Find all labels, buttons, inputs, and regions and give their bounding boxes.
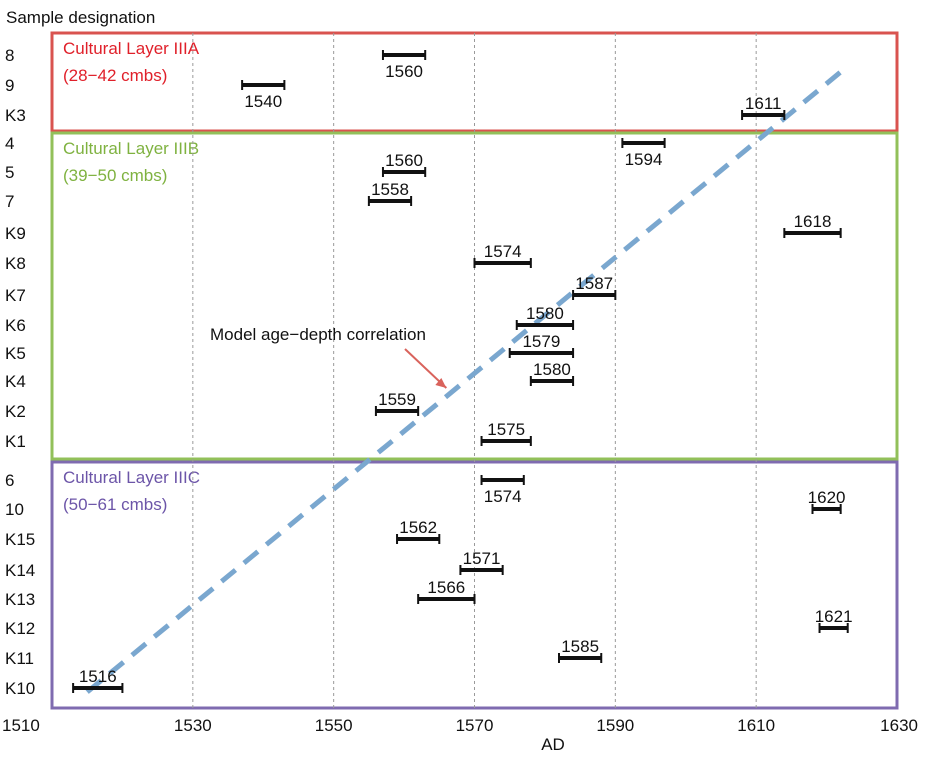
y-axis-title: Sample designation	[6, 8, 155, 27]
layer-depth-2: (39−50 cmbs)	[63, 166, 167, 185]
x-tick-1570: 1570	[456, 716, 494, 735]
trend-arrow-head	[435, 378, 447, 388]
sample-label-K13: 1566	[427, 578, 465, 597]
x-axis-title: AD	[541, 735, 565, 754]
sample-label-K5: 1579	[522, 332, 560, 351]
sample-label-K8: 1574	[484, 242, 522, 261]
sample-label-K3: 1611	[745, 94, 782, 113]
row-label-K8: K8	[5, 254, 26, 273]
row-label-9: 9	[5, 76, 14, 95]
sample-bars: 1560 1540 1611 1594 1560 1558 1618 1574 1587 1580…	[72, 50, 853, 693]
row-label-4: 4	[5, 134, 14, 153]
row-label-K12: K12	[5, 619, 35, 638]
row-label-K10: K10	[5, 679, 35, 698]
sample-label-K14: 1571	[463, 549, 501, 568]
row-label-K11: K11	[5, 649, 34, 668]
row-label-K7: K7	[5, 286, 26, 305]
trend-line	[85, 70, 843, 694]
row-labels: 8 9 K3 4 5 7 K9 K8 K7 K6 K5 K4 K2 K1 6 10 K15 K14 K13 K12 K1…	[5, 46, 35, 698]
row-label-K1: K1	[5, 432, 26, 451]
layer-depth-1: (28−42 cmbs)	[63, 66, 167, 85]
sample-label-6: 1574	[484, 487, 522, 506]
sample-label-K1: 1575	[487, 420, 525, 439]
sample-label-K2: 1559	[378, 390, 416, 409]
layer-box-2	[50, 131, 899, 461]
row-label-K15: K15	[5, 530, 35, 549]
sample-label-K6: 1580	[526, 304, 564, 323]
row-label-K13: K13	[5, 590, 35, 609]
row-label-8: 8	[5, 46, 14, 65]
x-tick-1630: 1630	[880, 716, 918, 735]
sample-label-K7: 1587	[575, 274, 613, 293]
x-axis-ticks: 1510 1530 1550 1570 1590 1610 1630	[2, 716, 918, 735]
trend-line-group	[85, 70, 843, 694]
row-label-K5: K5	[5, 344, 26, 363]
sample-label-7: 1558	[371, 180, 409, 199]
sample-label-K4: 1580	[533, 360, 571, 379]
x-tick-1530: 1530	[174, 716, 212, 735]
sample-label-K12: 1621	[815, 607, 853, 626]
row-label-7: 7	[5, 192, 14, 211]
x-tick-1610: 1610	[737, 716, 775, 735]
sample-label-9: 1540	[244, 92, 282, 111]
x-tick-1550: 1550	[315, 716, 353, 735]
sample-label-K15: 1562	[399, 518, 437, 537]
row-label-6: 6	[5, 471, 14, 490]
row-label-10: 10	[5, 500, 24, 519]
sample-label-K11: 1585	[561, 637, 599, 656]
sample-label-8: 1560	[385, 62, 423, 81]
row-label-K4: K4	[5, 372, 26, 391]
sample-label-5: 1560	[385, 151, 423, 170]
row-label-5: 5	[5, 163, 14, 182]
layer-title-3: Cultural Layer IIIC	[63, 468, 200, 487]
sample-label-K9: 1618	[794, 212, 832, 231]
row-label-K2: K2	[5, 402, 26, 421]
layer-depth-3: (50−61 cmbs)	[63, 495, 167, 514]
sample-label-K10: 1516	[79, 667, 117, 686]
sample-label-10: 1620	[808, 488, 846, 507]
row-label-K3: K3	[5, 106, 26, 125]
row-label-K9: K9	[5, 224, 26, 243]
row-label-K14: K14	[5, 561, 35, 580]
trend-line-label: Model age−depth correlation	[210, 325, 426, 344]
x-tick-1510: 1510	[2, 716, 40, 735]
layer-title-2: Cultural Layer IIIB	[63, 139, 199, 158]
sample-label-4: 1594	[625, 150, 663, 169]
x-tick-1590: 1590	[596, 716, 634, 735]
layer-title-1: Cultural Layer IIIA	[63, 39, 200, 58]
row-label-K6: K6	[5, 316, 26, 335]
